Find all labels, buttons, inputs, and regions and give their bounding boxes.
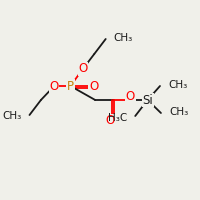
Text: O: O (105, 114, 115, 128)
Text: Si: Si (142, 94, 153, 106)
Text: P: P (67, 79, 74, 92)
Text: CH₃: CH₃ (2, 111, 21, 121)
Text: CH₃: CH₃ (169, 107, 188, 117)
Text: CH₃: CH₃ (168, 80, 187, 90)
Text: CH₃: CH₃ (114, 33, 133, 43)
Text: O: O (78, 62, 87, 75)
Text: H₃C: H₃C (108, 113, 127, 123)
Text: O: O (126, 90, 135, 104)
Text: O: O (89, 79, 98, 92)
Text: O: O (50, 79, 59, 92)
